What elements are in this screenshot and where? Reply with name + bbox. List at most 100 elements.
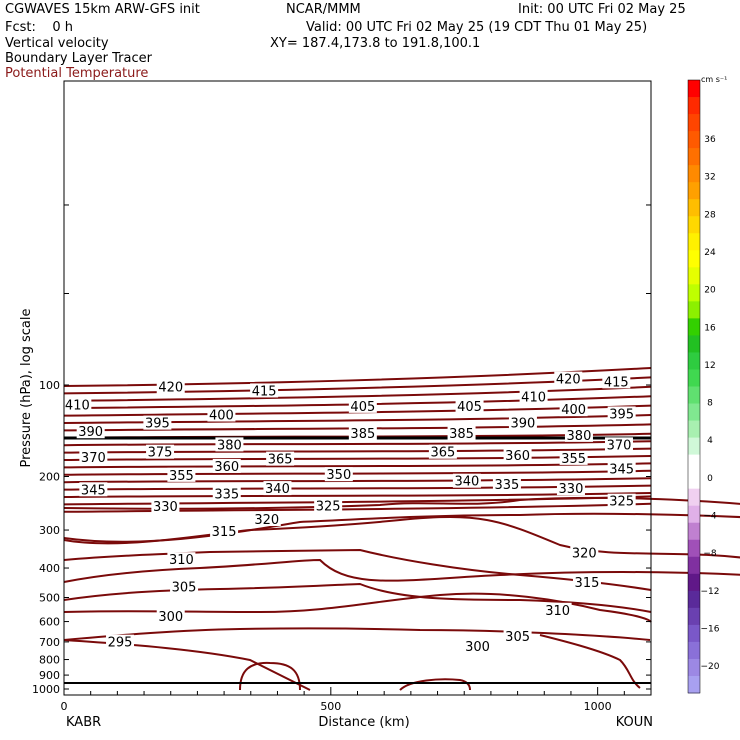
y-tick-label: 100 (39, 379, 60, 392)
colorbar-tick-label: 4 (707, 436, 713, 446)
colorbar-swatch (688, 641, 700, 660)
theta-contour-line (63, 516, 740, 559)
colorbar-swatch (688, 318, 700, 336)
theta-contour-line (539, 634, 641, 689)
contour-label-bg (519, 389, 548, 404)
colorbar-swatch (688, 97, 700, 115)
colorbar-swatch (688, 590, 700, 609)
colorbar-swatch (688, 386, 700, 405)
start-station-label: KABR (66, 715, 101, 730)
contour-label: 410 (521, 391, 546, 406)
contour-label: 390 (78, 425, 103, 440)
contour-label-bg (167, 467, 196, 482)
contour-label-bg (447, 426, 476, 441)
y-tick-label: 800 (39, 654, 60, 667)
colorbar-swatch (688, 284, 700, 302)
colorbar-tick-label: 8 (707, 399, 713, 409)
theta-contour-line (63, 627, 651, 641)
contour-label-bg (250, 383, 279, 398)
colorbar-swatch (688, 573, 700, 592)
contour-label: 385 (449, 427, 474, 442)
colorbar-tick-label: 20 (704, 286, 716, 296)
contour-label-bg (503, 629, 532, 644)
theta-contour-line (63, 512, 740, 543)
contour-label-bg (348, 426, 377, 441)
y-tick-label: 600 (39, 616, 60, 629)
colorbar-tick-label: −20 (701, 662, 720, 672)
contour-label: 300 (158, 610, 183, 625)
colorbar-swatch (688, 624, 700, 643)
colorbar-tick-label: 32 (704, 173, 715, 183)
forecast-hour: Fcst: 0 h (5, 20, 74, 35)
theta-contour-line (63, 496, 740, 510)
colorbar-swatch (688, 148, 700, 166)
colorbar-swatch (688, 420, 700, 439)
colorbar-tick-label: 24 (704, 248, 716, 258)
contour-label: 325 (609, 495, 634, 510)
contour-label-bg (156, 609, 185, 624)
contour-label: 360 (214, 460, 239, 475)
y-tick-label: 500 (39, 591, 60, 604)
contour-label: 345 (81, 483, 106, 498)
colorbar-tick-label: 12 (704, 361, 715, 371)
colorbar-swatch (688, 505, 700, 524)
contour-label: 395 (145, 417, 170, 432)
colorbar-swatch (688, 556, 700, 575)
contour-label-bg (572, 574, 601, 589)
colorbar-swatch (688, 233, 700, 251)
contour-label-bg (348, 398, 377, 413)
contour-label: 370 (81, 451, 106, 466)
contour-label-bg (314, 498, 343, 513)
contour-label-bg (143, 415, 172, 430)
contour-label: 400 (209, 409, 234, 424)
contour-label-bg (503, 447, 532, 462)
init-time: Init: 00 UTC Fri 02 May 25 (518, 2, 686, 17)
contour-label-bg (492, 476, 521, 491)
contour-label: 400 (561, 403, 586, 418)
colorbar-tick-label: −12 (701, 587, 720, 597)
contour-label-bg (607, 493, 636, 508)
colorbar-swatch (688, 437, 700, 456)
contour-label-bg (604, 437, 633, 452)
contour-label-bg (210, 523, 239, 538)
colorbar-tick-label: 28 (704, 210, 716, 220)
contour-label-bg (266, 451, 295, 466)
contour-label: 335 (495, 478, 520, 493)
contour-label: 320 (254, 513, 279, 528)
colorbar-swatch (688, 403, 700, 422)
contour-label-bg (543, 602, 572, 617)
colorbar-swatch (688, 369, 700, 387)
contour-label: 355 (561, 452, 586, 467)
contour-label: 305 (172, 581, 197, 596)
colorbar-swatch (688, 199, 700, 217)
contour-label: 350 (326, 468, 351, 483)
contour-label: 380 (567, 429, 592, 444)
contour-label-bg (79, 482, 108, 497)
colorbar-swatch (688, 131, 700, 149)
colorbar-tick-label: −8 (703, 549, 717, 559)
contour-label-bg (263, 481, 292, 496)
theta-contour-line (63, 582, 652, 613)
colorbar-swatch (688, 658, 700, 677)
contour-label: 340 (454, 475, 479, 490)
field-potential-temperature: Potential Temperature (5, 66, 149, 81)
end-station-label: KOUN (616, 715, 653, 730)
model-title: CGWAVES 15km ARW-GFS init (5, 2, 200, 17)
colorbar-swatch (688, 539, 700, 558)
contour-label: 375 (148, 446, 173, 461)
contour-label-bg (156, 379, 185, 394)
y-tick-label: 900 (39, 669, 60, 682)
contour-label: 360 (505, 449, 530, 464)
colorbar-swatch (688, 454, 700, 473)
contour-label-bg (559, 402, 588, 417)
y-axis-label: Pressure (hPa), log scale (19, 309, 34, 468)
contour-label-bg (63, 397, 92, 412)
contour-label: 320 (572, 547, 597, 562)
contour-label: 315 (575, 576, 600, 591)
colorbar-swatch (688, 182, 700, 200)
contour-label-bg (79, 450, 108, 465)
colorbar-unit: cm s⁻¹ (701, 75, 727, 84)
valid-time: Valid: 00 UTC Fri 02 May 25 (19 CDT Thu … (306, 20, 648, 35)
